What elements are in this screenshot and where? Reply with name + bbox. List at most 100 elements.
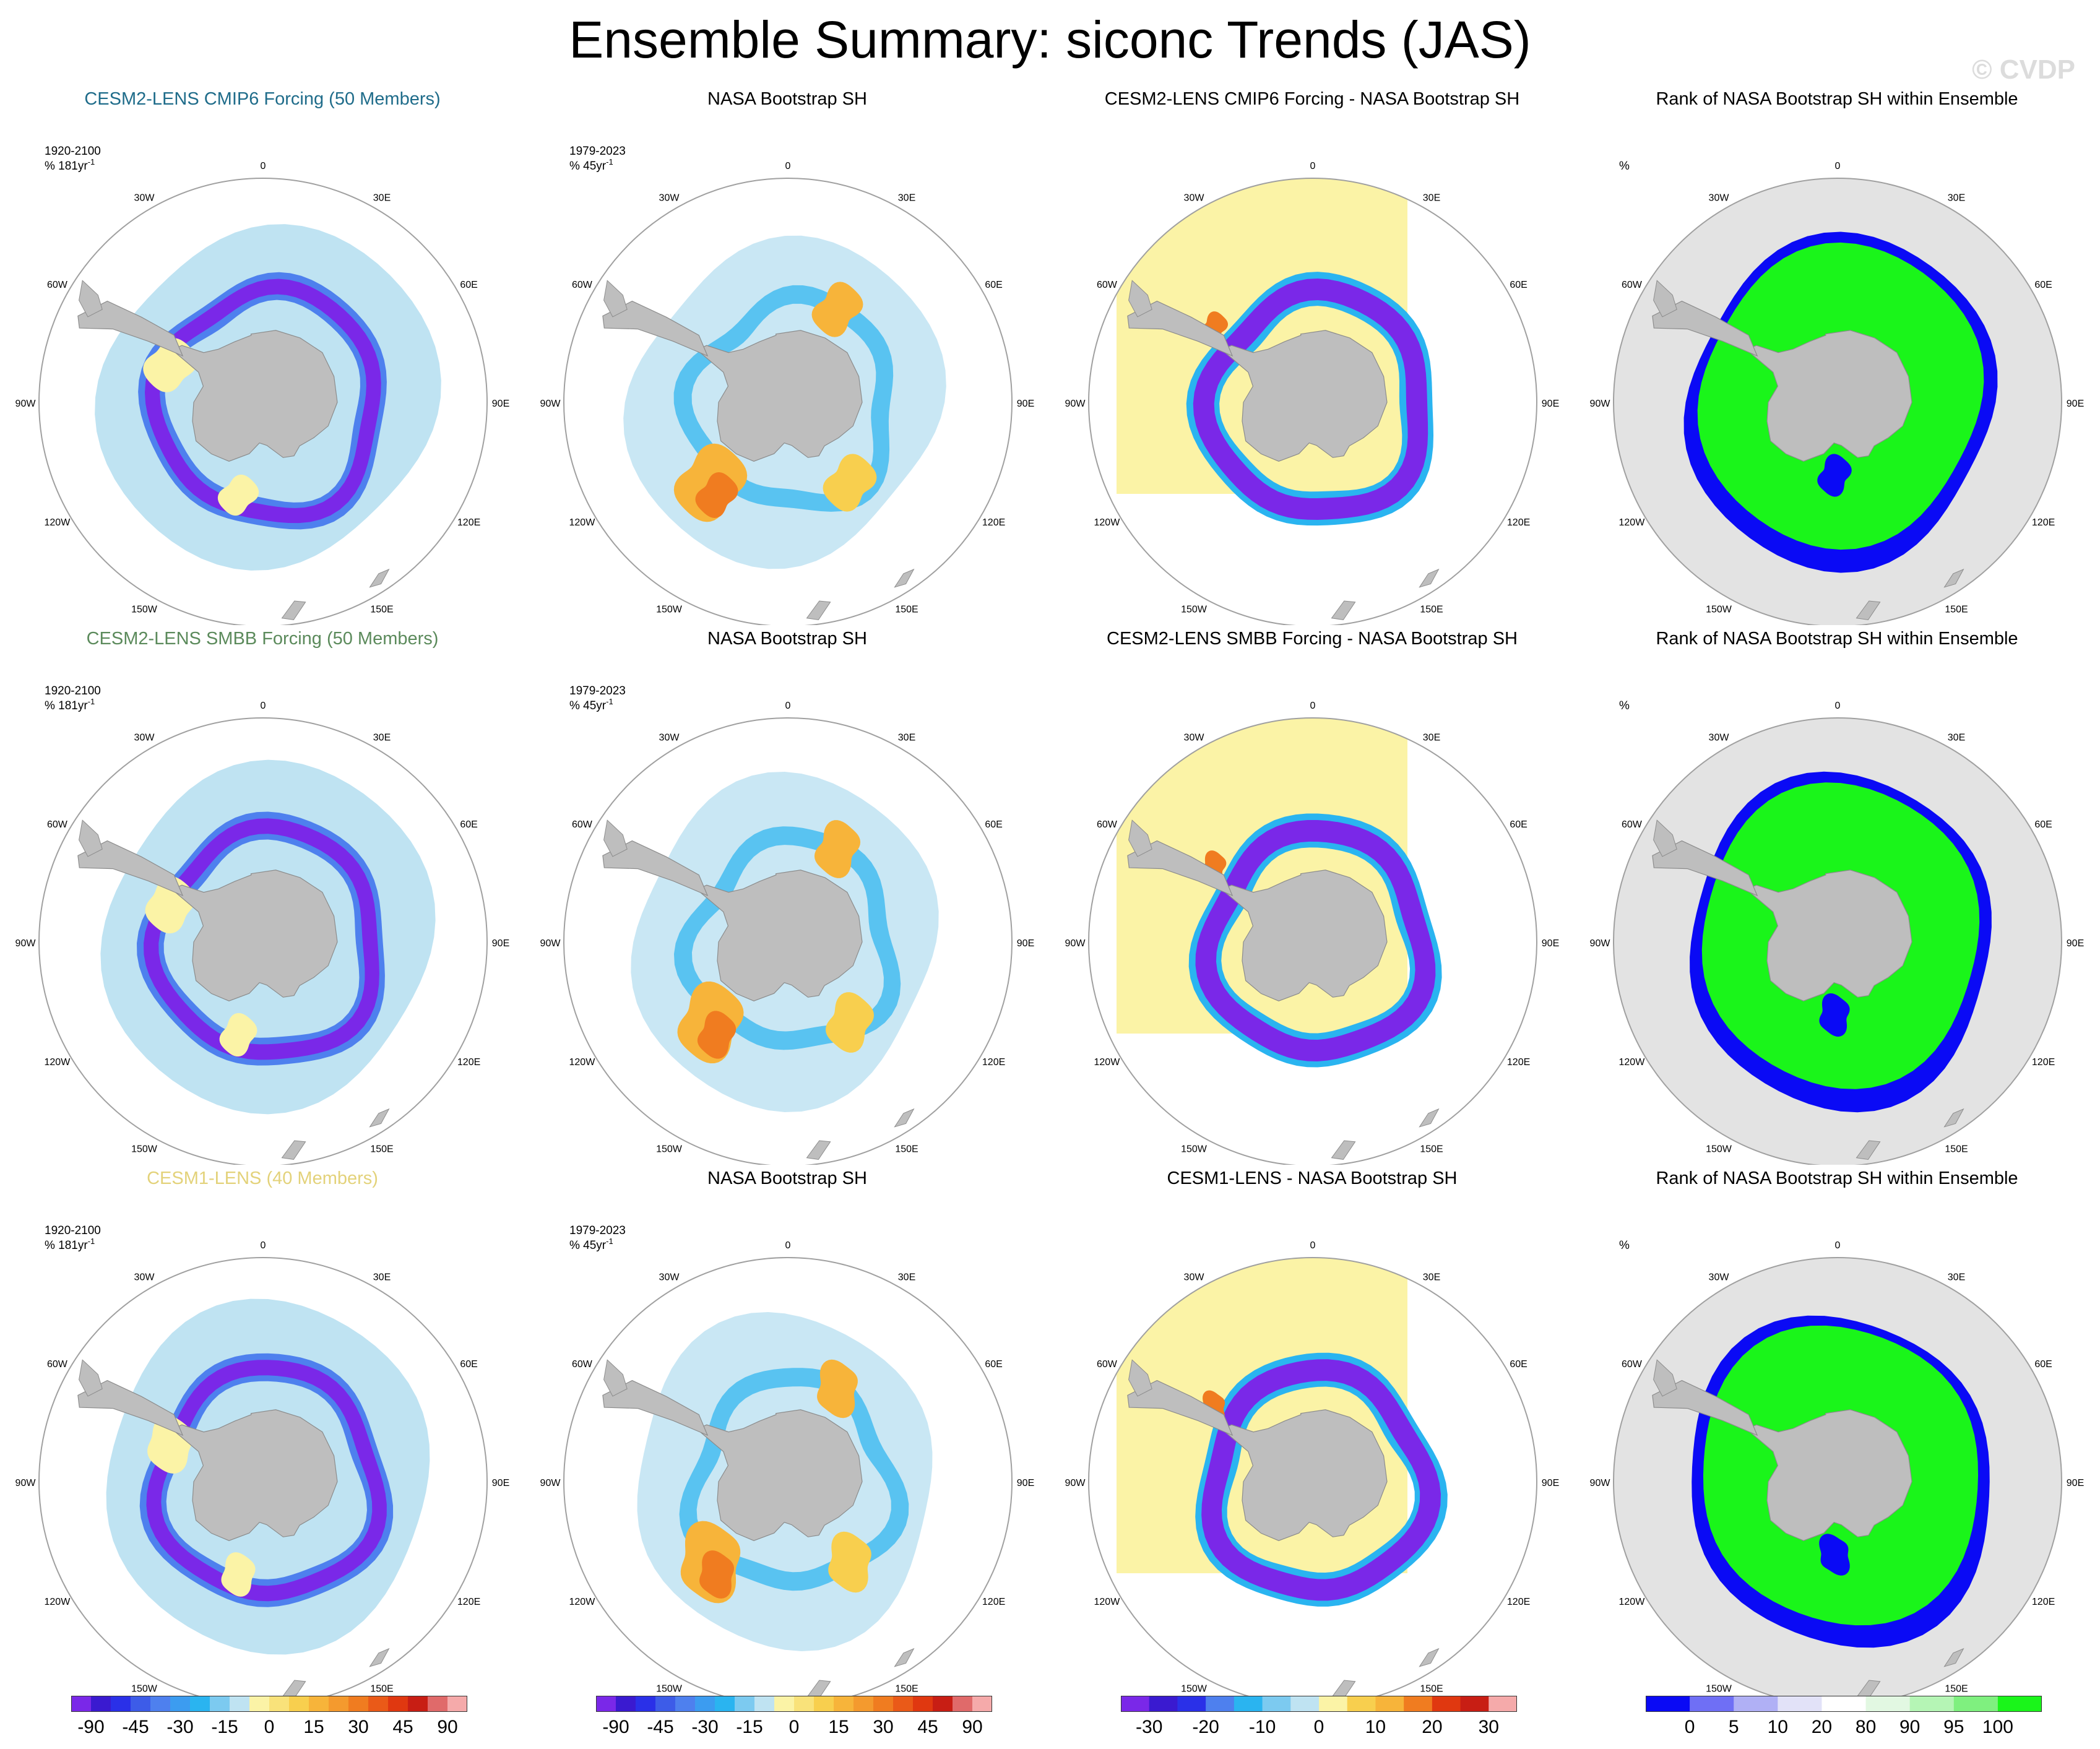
antarctica-landmass [1221, 330, 1388, 462]
antarctica-landmass [696, 870, 863, 1001]
colorbar-swatch [249, 1696, 270, 1712]
colorbar-tick-label: 10 [1768, 1717, 1788, 1737]
longitude-tick-label: 30E [373, 192, 391, 203]
longitude-tick-label: 30W [134, 1272, 155, 1282]
longitude-tick-label: 30E [1948, 1272, 1965, 1282]
longitude-tick-label: 30E [373, 1272, 391, 1282]
colorbar-tick-label: -30 [166, 1717, 193, 1737]
longitude-tick-label: 30E [373, 732, 391, 743]
obs-map-panel: NASA Bootstrap SH030E60E90E120E150E18015… [525, 1166, 1050, 1706]
longitude-tick-label: 90W [1065, 399, 1086, 409]
new-zealand [281, 600, 306, 621]
longitude-tick-label: 30E [1423, 732, 1440, 743]
model-map-panel: CESM2-LENS SMBB Forcing (50 Members) 0 30E… [0, 626, 525, 1166]
polar-map: 030E60E90E120E150E180150W120W90W60W30W% [1590, 699, 2084, 1165]
units-label: % 181yr-1 [45, 1237, 95, 1252]
trend-field-blue-ring [138, 272, 387, 530]
longitude-tick-label: 90W [540, 399, 561, 409]
colorbar-tick-label: 30 [1479, 1717, 1499, 1737]
colorbar-tick-label: 95 [1943, 1717, 1964, 1737]
longitude-tick-label: 120E [982, 1057, 1005, 1068]
trend-field-positive [219, 1013, 257, 1057]
colorbar-swatch [1953, 1696, 1998, 1712]
south-america-tip [79, 819, 103, 857]
colorbar-swatch [91, 1696, 111, 1712]
units-label: % [1619, 699, 1630, 712]
longitude-tick-label: 90E [1542, 938, 1559, 949]
rank-field-low [1819, 1534, 1850, 1576]
antarctic-peninsula [602, 1380, 709, 1436]
longitude-tick-label: 120E [1507, 1597, 1530, 1607]
new-zealand [281, 1140, 306, 1160]
antarctic-peninsula [1127, 1380, 1234, 1436]
colorbar-swatch [269, 1696, 290, 1712]
trend-field-positive [221, 1552, 256, 1597]
units-label: % 181yr-1 [45, 157, 95, 173]
map-boundary-circle [1088, 1257, 1537, 1704]
difference-colorbar: -30 -20 -10 0 10 20 30 [1121, 1696, 1517, 1739]
longitude-tick-label: 90W [15, 938, 37, 949]
colorbar-tick-label: 80 [1856, 1717, 1876, 1737]
colorbar-swatch [1646, 1696, 1690, 1712]
polar-map: 030E60E90E120E150E180150W120W90W60W30W [1065, 701, 1559, 1165]
colorbar-tick-label: 90 [437, 1717, 457, 1737]
south-america-tip [603, 1359, 628, 1397]
longitude-tick-label: 30E [898, 1272, 915, 1282]
panel-title: CESM2-LENS CMIP6 Forcing - NASA Bootstra… [1104, 89, 1520, 109]
colorbar-swatch [1262, 1696, 1291, 1712]
polar-map: 030E60E90E120E150E180150W120W90W60W30W19… [540, 684, 1034, 1165]
antarctica-landmass [171, 1409, 338, 1541]
colorbar-swatch [616, 1696, 636, 1712]
south-america-tip [1653, 280, 1677, 317]
longitude-tick-label: 150E [1420, 605, 1443, 615]
panel-title: NASA Bootstrap SH [707, 629, 867, 649]
longitude-tick-label: 60W [47, 1359, 68, 1370]
watermark-logo: © CVDP [1972, 54, 2075, 85]
antarctica-landmass [696, 330, 863, 462]
antarctica-landmass [171, 870, 338, 1001]
longitude-tick-label: 150W [1706, 1144, 1732, 1155]
units-exponent: -1 [606, 157, 613, 166]
south-america-tip [603, 819, 628, 857]
new-zealand [1856, 600, 1881, 621]
tasmania [1943, 1108, 1964, 1128]
longitude-tick-label: 60E [1510, 280, 1527, 290]
polar-map: 030E60E90E120E150E180150W120W90W60W30W19… [15, 1224, 509, 1704]
tasmania [369, 568, 390, 588]
longitude-tick-label: 120W [1094, 1057, 1121, 1068]
longitude-tick-label: 150W [131, 605, 158, 615]
longitude-tick-label: 150E [895, 1684, 918, 1695]
longitude-tick-label: 120E [982, 517, 1005, 528]
trend-field-increase [817, 1359, 858, 1419]
map-boundary-circle [1088, 178, 1537, 625]
main-title: Ensemble Summary: siconc Trends (JAS) [569, 11, 1531, 69]
map-boundary-circle [563, 717, 1013, 1165]
longitude-tick-label: 0 [1835, 701, 1841, 711]
map-boundary-circle [563, 1257, 1013, 1704]
longitude-tick-label: 120E [1507, 1057, 1530, 1068]
polar-map: 030E60E90E120E150E180150W120W90W60W30W19… [540, 145, 1034, 625]
units-label: % 45yr-1 [569, 1237, 613, 1252]
antarctic-peninsula [77, 300, 184, 357]
longitude-tick-label: 120E [2032, 1057, 2055, 1068]
colorbar-swatch [1290, 1696, 1320, 1712]
south-america-tip [1128, 280, 1152, 317]
longitude-tick-label: 30W [134, 192, 155, 203]
diff-map-panel: CESM1-LENS - NASA Bootstrap SH 0 30E 60E 90E… [1050, 1166, 1575, 1706]
longitude-tick-label: 60E [2034, 1359, 2052, 1370]
longitude-tick-label: 120W [45, 1597, 71, 1607]
longitude-tick-label: 150E [370, 1684, 393, 1695]
antarctica-landmass [1745, 330, 1912, 462]
longitude-tick-label: 30W [659, 192, 680, 203]
colorbar-swatch [1909, 1696, 1955, 1712]
longitude-tick-label: 0 [1310, 161, 1316, 171]
trend-field-increase [826, 992, 874, 1053]
longitude-tick-label: 150E [370, 605, 393, 615]
polar-map: 030E60E90E120E150E180150W120W90W60W30W [1065, 161, 1559, 625]
map-boundary-circle [1613, 1257, 2062, 1704]
trend-field-increase-strong [695, 472, 738, 518]
rank-map-panel: Rank of NASA Bootstrap SH within Ensembl… [1575, 87, 2099, 626]
longitude-tick-label: 60W [572, 280, 593, 290]
polar-map: 030E60E90E120E150E180150W120W90W60W30W [1065, 1240, 1559, 1704]
colorbar-swatch [210, 1696, 230, 1712]
